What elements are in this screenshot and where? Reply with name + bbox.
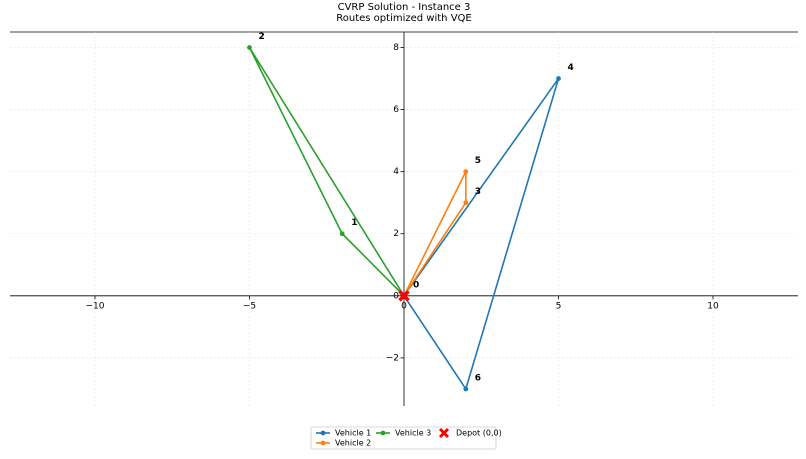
route-line bbox=[403, 78, 560, 391]
legend-label: Vehicle 2 bbox=[335, 439, 371, 448]
route-point bbox=[247, 45, 252, 50]
node-label: 6 bbox=[475, 373, 481, 383]
route-point bbox=[463, 169, 469, 175]
legend-marker bbox=[320, 440, 326, 446]
x-tick-label: 10 bbox=[707, 301, 719, 311]
x-tick-label: 5 bbox=[556, 301, 562, 311]
depot-marker bbox=[398, 290, 410, 302]
x-tick-label: 0 bbox=[401, 301, 407, 311]
legend-label: Vehicle 1 bbox=[335, 429, 371, 438]
node-label: 4 bbox=[568, 63, 574, 73]
route-line bbox=[248, 47, 405, 297]
legend-marker bbox=[438, 427, 450, 439]
y-tick-label: 8 bbox=[393, 43, 399, 53]
legend-marker bbox=[320, 430, 326, 436]
x-tick-label: −5 bbox=[243, 301, 256, 311]
node-label: 2 bbox=[258, 32, 264, 42]
route-line bbox=[403, 171, 467, 297]
y-tick-label: 6 bbox=[393, 105, 399, 115]
legend-box bbox=[310, 426, 497, 450]
legend-marker bbox=[380, 430, 386, 436]
y-tick-label: −2 bbox=[386, 353, 399, 363]
chart-subtitle: Routes optimized with VQE bbox=[336, 13, 471, 24]
legend-label: Vehicle 3 bbox=[395, 429, 431, 438]
node-label: 0 bbox=[413, 280, 419, 290]
chart-title: CVRP Solution - Instance 3 bbox=[338, 2, 471, 13]
route-point bbox=[463, 386, 469, 392]
x-tick-label: −10 bbox=[85, 301, 104, 311]
y-tick-label: 0 bbox=[393, 291, 399, 301]
y-tick-label: 2 bbox=[393, 229, 399, 239]
node-label: 1 bbox=[351, 218, 357, 228]
y-tick-label: 4 bbox=[393, 167, 399, 177]
node-label: 3 bbox=[475, 187, 481, 197]
legend-label: Depot (0,0) bbox=[456, 429, 502, 438]
route-point bbox=[463, 200, 469, 206]
route-point bbox=[556, 76, 561, 81]
route-point bbox=[339, 231, 345, 237]
node-label: 5 bbox=[475, 156, 481, 166]
